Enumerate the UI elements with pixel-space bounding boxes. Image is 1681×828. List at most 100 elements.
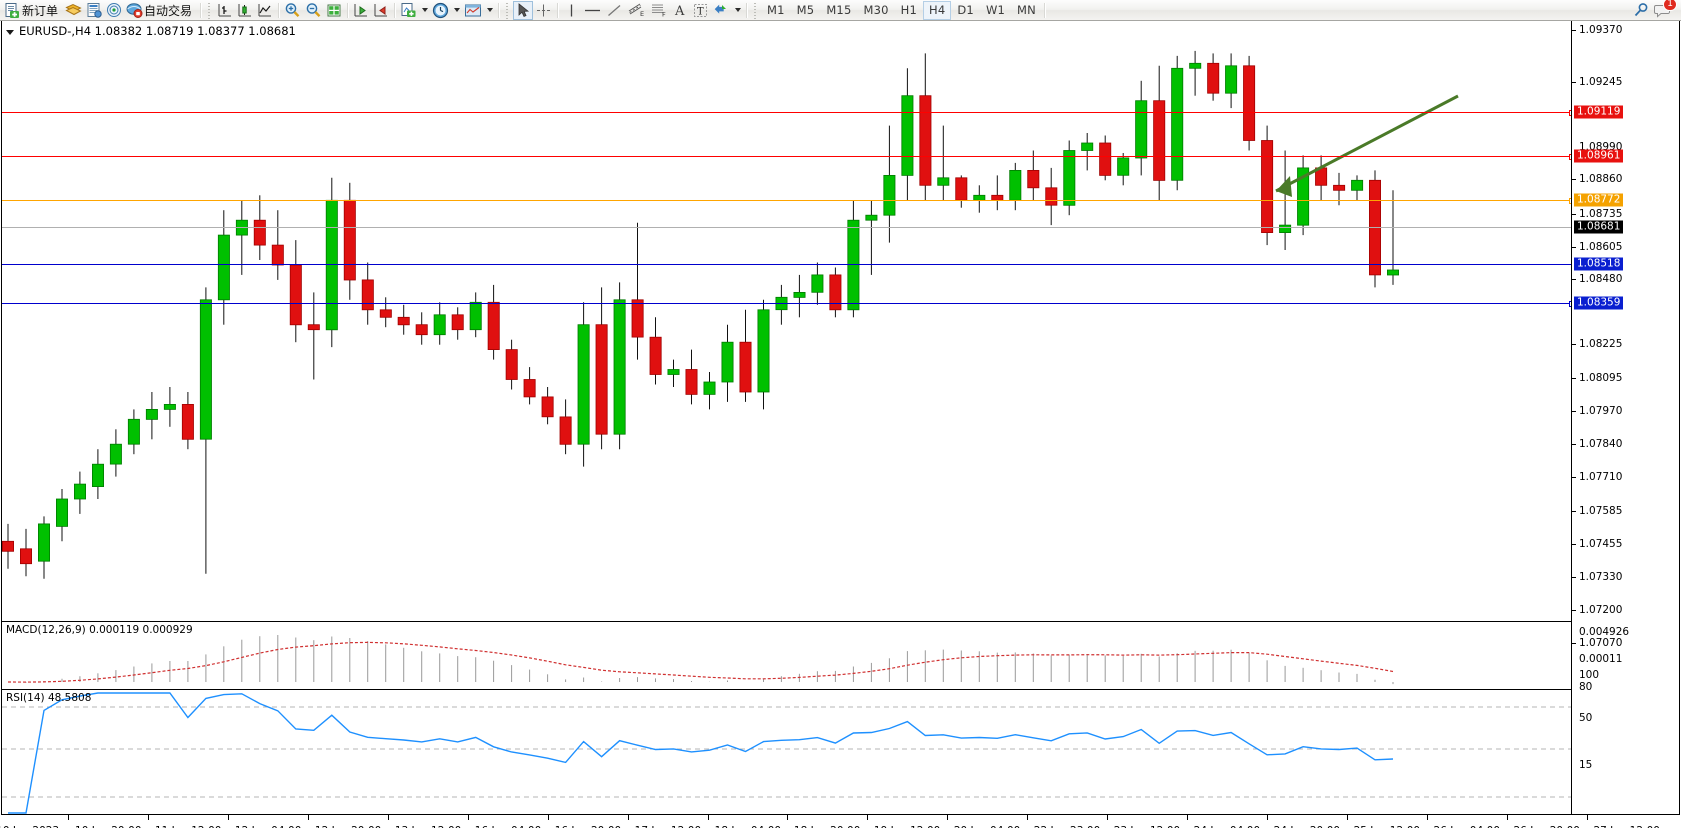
navigator-icon[interactable]: 自动交易	[124, 1, 197, 20]
rsi-pane[interactable]: RSI(14) 48.5808	[2, 689, 1571, 814]
new-order-button[interactable]: 新订单	[2, 1, 63, 20]
svg-text:A: A	[674, 4, 685, 18]
svg-text:T: T	[697, 6, 704, 17]
timeframe-m1[interactable]: M1	[767, 3, 785, 17]
templates-icon[interactable]	[462, 1, 484, 20]
macd-histogram	[25, 635, 1394, 685]
zoom-out-icon[interactable]	[303, 1, 324, 20]
candlestick-chart-icon[interactable]	[235, 1, 255, 20]
time-axis-label: 16 Jan 20:00	[555, 825, 621, 828]
rsi-line	[8, 692, 1394, 814]
equidistant-channel-icon[interactable]: E	[625, 1, 648, 20]
time-axis-tick	[707, 815, 709, 820]
line-handle[interactable]	[1569, 110, 1571, 116]
axis-tick	[1572, 30, 1576, 31]
time-axis-label: 26 Jan 04:00	[1434, 825, 1500, 828]
time-axis-label: 12 Jan 20:00	[315, 825, 381, 828]
support-line-2[interactable]	[2, 301, 1571, 307]
timeframe-m15[interactable]: M15	[826, 3, 852, 17]
period-dropdown-caret[interactable]	[451, 1, 462, 20]
indicators-icon[interactable]	[398, 1, 419, 20]
indicators-dropdown-caret[interactable]	[419, 1, 430, 20]
toolbar-separator	[743, 2, 750, 19]
line-handle[interactable]	[1569, 198, 1571, 204]
search-icon[interactable]	[1630, 1, 1652, 20]
price-axis[interactable]: 1.09370 1.09245 1.08990 1.08860 1.08735 …	[1571, 21, 1679, 814]
fibonacci-icon[interactable]: F	[648, 1, 670, 20]
zoom-in-icon[interactable]	[282, 1, 303, 20]
price-pill-resistance-1[interactable]: 1.08961	[1574, 149, 1624, 163]
timeframe-m30[interactable]: M30	[863, 3, 889, 17]
timeframe-w1[interactable]: W1	[985, 3, 1006, 17]
auto-scroll-icon[interactable]	[351, 1, 371, 20]
templates-dropdown-caret[interactable]	[484, 1, 495, 20]
price-tick-label: 1.07970	[1579, 405, 1623, 417]
support-line-1[interactable]	[2, 264, 1571, 265]
price-pill-last-price[interactable]: 1.08681	[1574, 220, 1624, 234]
bar-chart-icon[interactable]	[215, 1, 235, 20]
down-trend-arrow-annotation[interactable]	[1275, 94, 1459, 197]
crosshair-icon[interactable]	[533, 1, 554, 20]
axis-tick	[1572, 577, 1576, 578]
market-watch-icon[interactable]	[84, 1, 104, 20]
axis-tick	[1572, 214, 1576, 215]
axis-tick	[1572, 247, 1576, 248]
price-tick-label: 1.07710	[1579, 471, 1623, 483]
price-tick-label: 1.08095	[1579, 372, 1623, 384]
chart-shift-icon[interactable]	[371, 1, 391, 20]
time-axis-tick	[68, 815, 70, 820]
timeframe-h4[interactable]: H4	[923, 0, 952, 20]
arrows-icon[interactable]	[710, 1, 732, 20]
price-pill-support-1[interactable]: 1.08518	[1574, 257, 1624, 271]
timeframe-h1[interactable]: H1	[900, 3, 917, 17]
timeframe-m5[interactable]: M5	[796, 3, 815, 17]
price-pane[interactable]	[2, 21, 1571, 621]
chart-area[interactable]: 1.09370 1.09245 1.08990 1.08860 1.08735 …	[0, 21, 1681, 828]
arrows-dropdown-caret[interactable]	[732, 1, 743, 20]
tile-windows-icon[interactable]	[324, 1, 344, 20]
line-handle[interactable]	[1569, 154, 1571, 160]
time-axis-label: 16 Jan 04:00	[475, 825, 541, 828]
macd-pane[interactable]: MACD(12,26,9) 0.000119 0.000929	[2, 621, 1571, 689]
toolbar-grip-2[interactable]	[504, 1, 512, 19]
resistance-line-2[interactable]	[2, 110, 1571, 116]
profiles-icon[interactable]	[63, 1, 84, 20]
chart-title-bar[interactable]: EURUSD-,H4 1.08382 1.08719 1.08377 1.086…	[6, 24, 296, 38]
time-axis-tick	[947, 815, 949, 820]
pivot-line[interactable]	[2, 198, 1571, 204]
time-axis-label: 20 Jan 04:00	[954, 825, 1020, 828]
vertical-line-icon[interactable]	[561, 1, 581, 20]
price-pill-resistance-2[interactable]: 1.09119	[1574, 105, 1624, 119]
price-tick-label: 1.08860	[1579, 173, 1623, 185]
chart-menu-caret-icon[interactable]	[6, 29, 14, 35]
toolbar-grip-3[interactable]	[752, 1, 760, 19]
chart-plot[interactable]: EURUSD-,H4 1.08382 1.08719 1.08377 1.086…	[2, 21, 1571, 814]
price-pill-support-2[interactable]: 1.08359	[1574, 296, 1624, 310]
horizontal-line-icon[interactable]	[581, 1, 604, 20]
cursor-icon[interactable]	[513, 0, 534, 20]
time-axis-label: 13 Jan 12:00	[395, 825, 461, 828]
timeframe-mn[interactable]: MN	[1017, 3, 1036, 17]
line-chart-icon[interactable]	[255, 1, 275, 20]
chart-frame: 1.09370 1.09245 1.08990 1.08860 1.08735 …	[1, 21, 1680, 814]
price-tick-label: 1.07070	[1579, 637, 1623, 649]
price-pill-pivot[interactable]: 1.08772	[1574, 193, 1624, 207]
notification-icon[interactable]: 1	[1652, 0, 1677, 20]
text-object-icon[interactable]: T	[690, 1, 710, 20]
rsi-axis-label-100: 100	[1579, 669, 1600, 681]
time-axis-tick	[228, 815, 230, 820]
time-axis-label: 18 Jan 04:00	[715, 825, 781, 828]
price-tick-label: 1.09370	[1579, 24, 1623, 36]
time-axis[interactable]: 10 Jan 2023 10 Jan 20:00 11 Jan 12:00 12 Ja…	[0, 814, 1680, 828]
text-label-icon[interactable]: A	[670, 1, 690, 20]
axis-tick	[1572, 544, 1576, 545]
timeframe-d1[interactable]: D1	[957, 3, 974, 17]
toolbar-grip[interactable]	[206, 1, 214, 19]
resistance-line-1[interactable]	[2, 154, 1571, 160]
line-handle[interactable]	[1569, 301, 1571, 307]
time-axis-label: 25 Jan 12:00	[1354, 825, 1420, 828]
trendline-icon[interactable]	[604, 1, 625, 20]
data-window-icon[interactable]	[104, 1, 124, 20]
period-icon[interactable]	[430, 1, 451, 20]
axis-tick	[1572, 477, 1576, 478]
